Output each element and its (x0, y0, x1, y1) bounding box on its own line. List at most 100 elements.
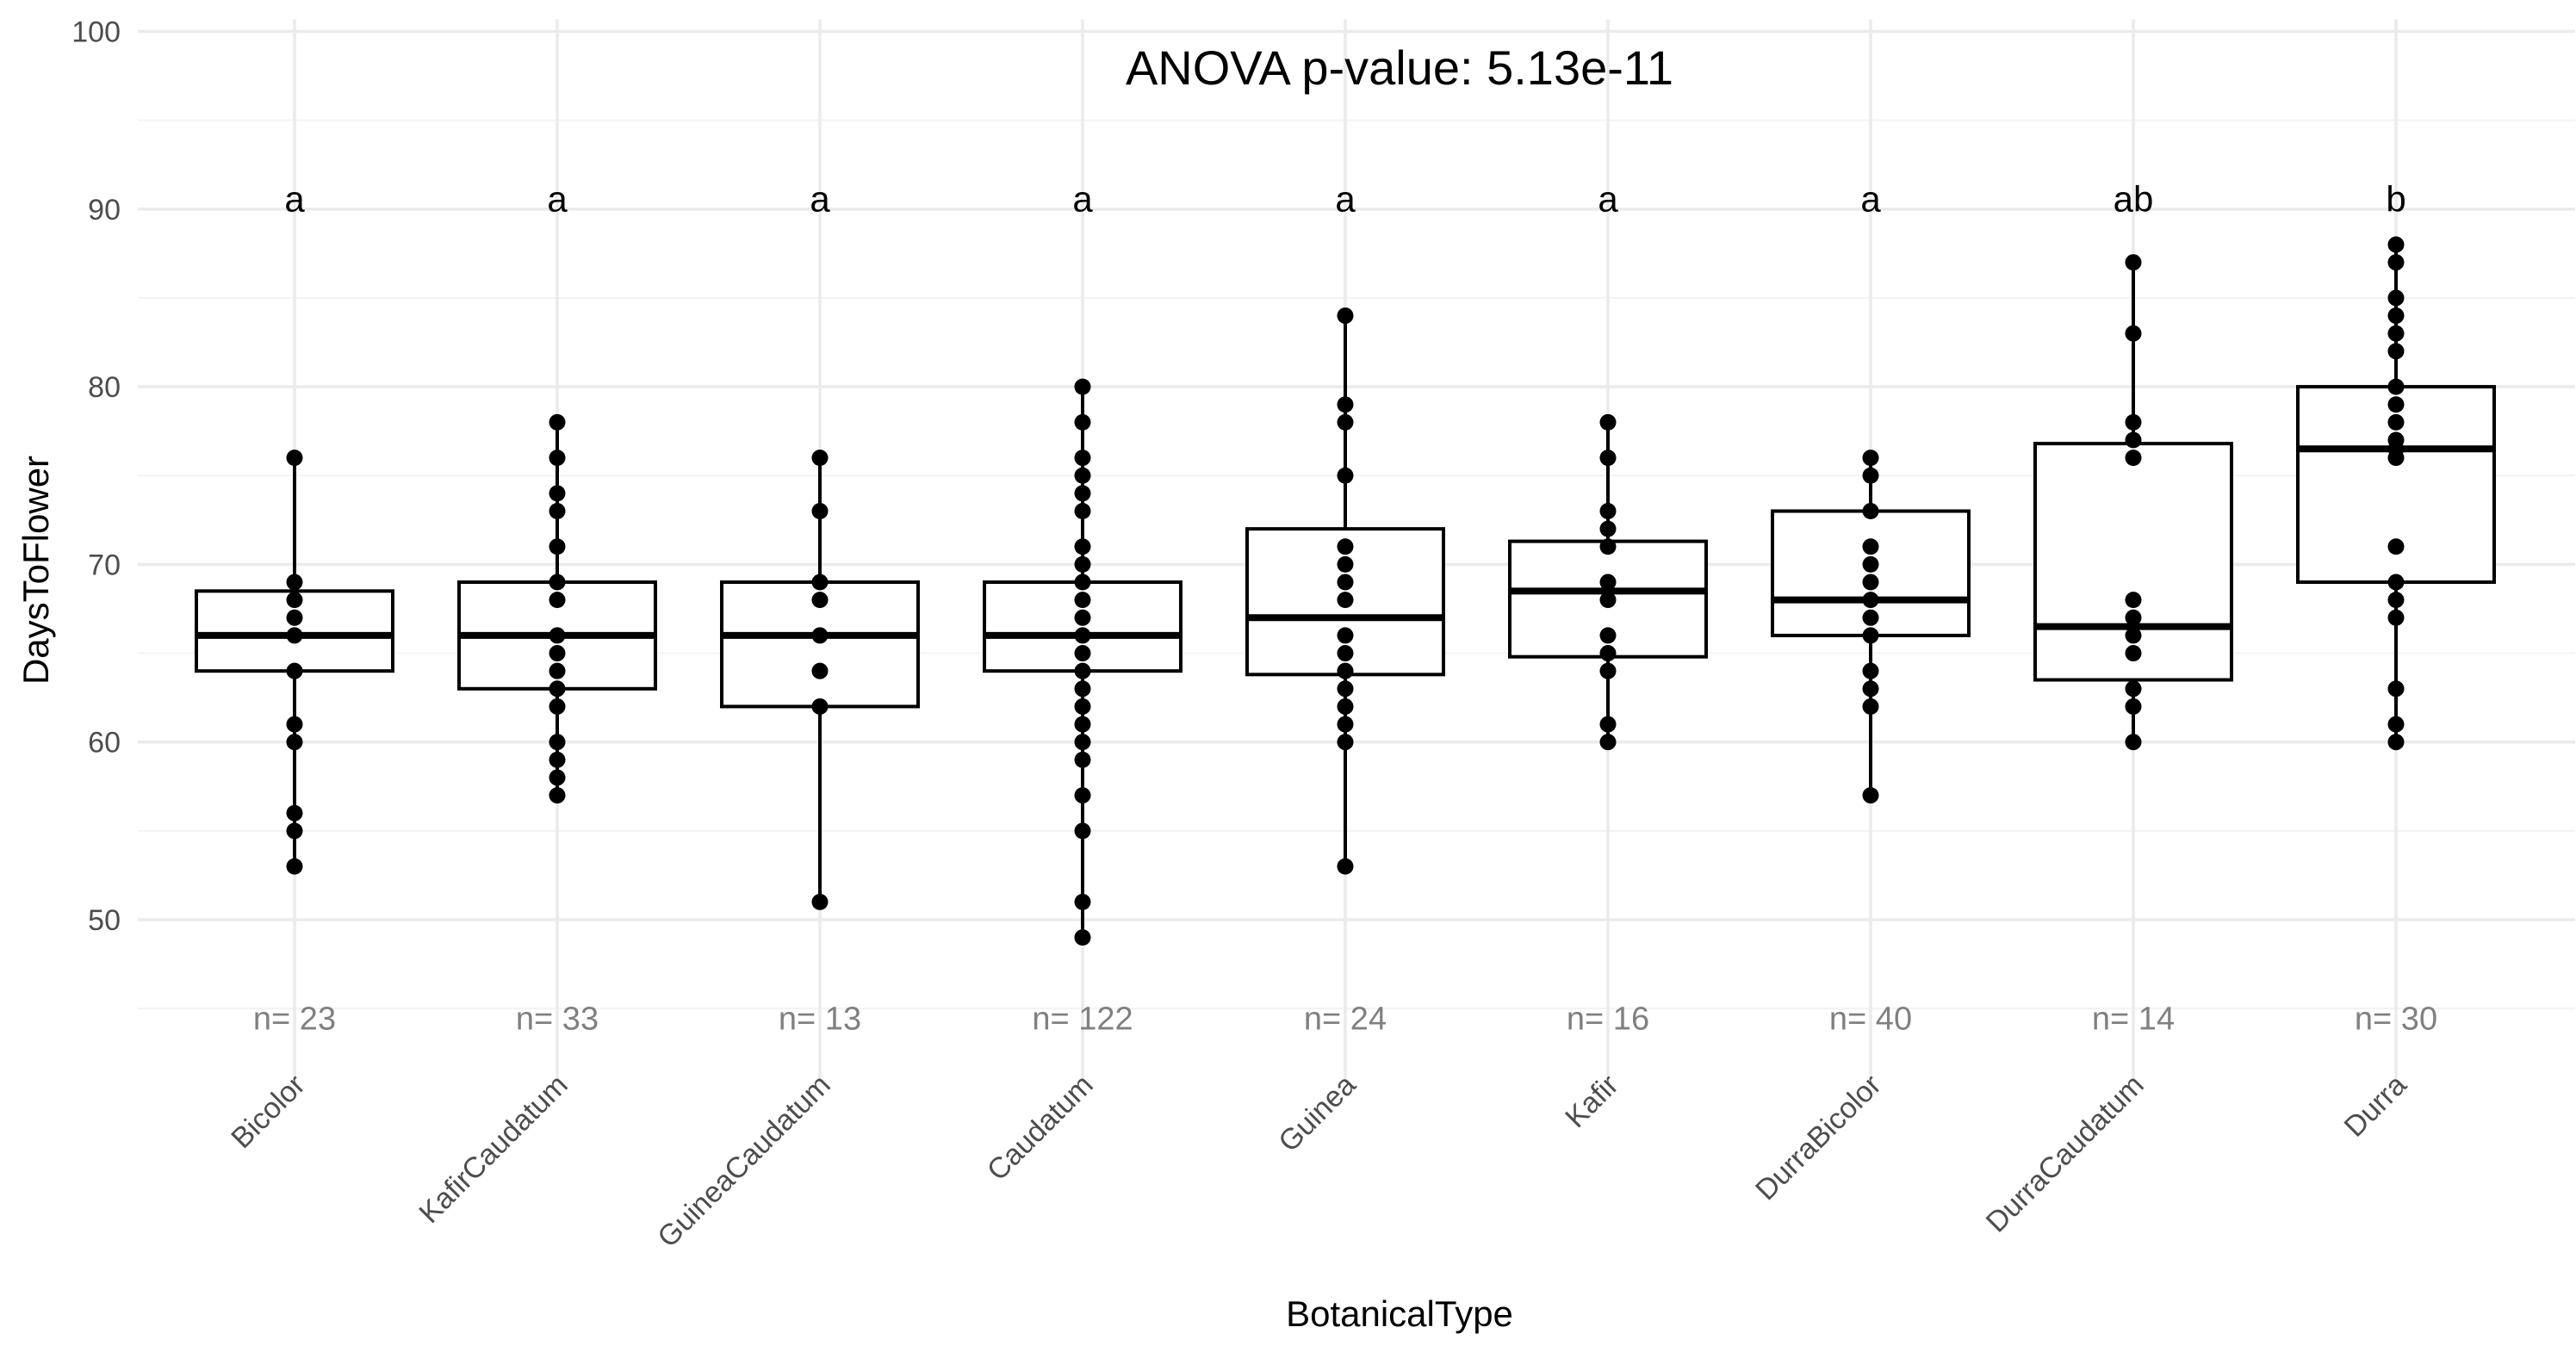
data-point (1074, 716, 1091, 733)
data-point (2125, 734, 2142, 751)
data-point (1074, 450, 1091, 467)
data-point (2125, 698, 2142, 715)
data-point (1074, 662, 1091, 679)
data-point (2387, 592, 2405, 609)
data-point (549, 503, 566, 520)
significance-letter: b (2386, 178, 2405, 219)
data-point (286, 858, 303, 875)
data-point (2387, 236, 2405, 253)
data-point (549, 680, 566, 698)
data-point (1599, 592, 1617, 609)
data-point (1337, 307, 1354, 325)
data-point (1337, 716, 1354, 733)
data-point (1074, 680, 1091, 698)
data-point (2387, 413, 2405, 431)
data-point (1599, 662, 1617, 679)
data-point (1337, 858, 1354, 875)
data-point (1337, 555, 1354, 573)
data-point (811, 662, 829, 679)
x-tick-label: Guinea (1272, 1069, 1362, 1158)
data-point (1074, 893, 1091, 910)
data-point (2387, 680, 2405, 698)
x-tick-label: DurraBicolor (1749, 1069, 1887, 1206)
data-point (811, 698, 829, 715)
data-point (2125, 413, 2142, 431)
data-point (549, 627, 566, 644)
data-point (286, 450, 303, 467)
data-point (1862, 787, 1879, 804)
significance-letter: a (547, 178, 568, 219)
data-point (286, 822, 303, 840)
data-point (286, 804, 303, 822)
boxes (195, 245, 2496, 938)
data-point (1862, 698, 1879, 715)
y-tick-label: 60 (88, 727, 121, 760)
data-point (549, 751, 566, 768)
data-point (1599, 734, 1617, 751)
data-point (2125, 254, 2142, 271)
data-point (1074, 751, 1091, 768)
data-point (1074, 698, 1091, 715)
y-tick-label: 100 (71, 16, 121, 49)
data-point (2125, 627, 2142, 644)
count-label: n= 24 (1304, 1001, 1387, 1037)
data-point (1074, 592, 1091, 609)
significance-letter: a (1860, 178, 1881, 219)
data-point (2125, 645, 2142, 662)
data-point (1074, 378, 1091, 395)
x-tick-label: DurraCaudatum (1980, 1069, 2151, 1239)
data-point (2387, 734, 2405, 751)
data-point (811, 450, 829, 467)
data-point (549, 769, 566, 786)
data-point (549, 413, 566, 431)
data-point (1337, 538, 1354, 555)
data-point (1599, 450, 1617, 467)
count-label: n= 23 (253, 1001, 336, 1037)
data-point (549, 592, 566, 609)
x-tick-label: Caudatum (981, 1069, 1100, 1188)
chart-title: ANOVA p-value: 5.13e-11 (1126, 40, 1673, 95)
data-point (1862, 555, 1879, 573)
data-point (2125, 431, 2142, 449)
count-label: n= 122 (1032, 1001, 1133, 1037)
data-point (1862, 609, 1879, 626)
data-point (1074, 413, 1091, 431)
data-point (549, 645, 566, 662)
data-point (2125, 609, 2142, 626)
data-point (1074, 467, 1091, 484)
data-point (1074, 503, 1091, 520)
data-point (1337, 734, 1354, 751)
data-point (1862, 503, 1879, 520)
data-point (1599, 627, 1617, 644)
data-point (811, 574, 829, 591)
data-point (2387, 343, 2405, 360)
data-point (549, 698, 566, 715)
data-point (1337, 698, 1354, 715)
data-point (1074, 485, 1091, 502)
data-point (286, 609, 303, 626)
x-axis-title: BotanicalType (1286, 1293, 1513, 1334)
x-tick-label: KafirCaudatum (413, 1069, 574, 1230)
count-labels: n= 23 n= 33 n= 13 n= 122 n= 24 n= 16 n= 40 n= 1… (253, 1001, 2437, 1037)
data-point (2125, 680, 2142, 698)
count-label: n= 16 (1567, 1001, 1649, 1037)
x-tick-label: Kafir (1559, 1069, 1624, 1134)
y-tick-label: 90 (88, 194, 121, 226)
data-point (1074, 929, 1091, 946)
data-point (1074, 645, 1091, 662)
data-point (1599, 538, 1617, 555)
data-point (2387, 716, 2405, 733)
data-point (286, 627, 303, 644)
data-point (1862, 574, 1879, 591)
data-point (1074, 609, 1091, 626)
data-point (1862, 450, 1879, 467)
data-point (2387, 289, 2405, 307)
data-point (1337, 467, 1354, 484)
data-point (286, 662, 303, 679)
data-point (286, 734, 303, 751)
data-point (549, 538, 566, 555)
significance-letter: a (1598, 178, 1618, 219)
data-point (2125, 592, 2142, 609)
data-point (1862, 627, 1879, 644)
data-point (1862, 680, 1879, 698)
